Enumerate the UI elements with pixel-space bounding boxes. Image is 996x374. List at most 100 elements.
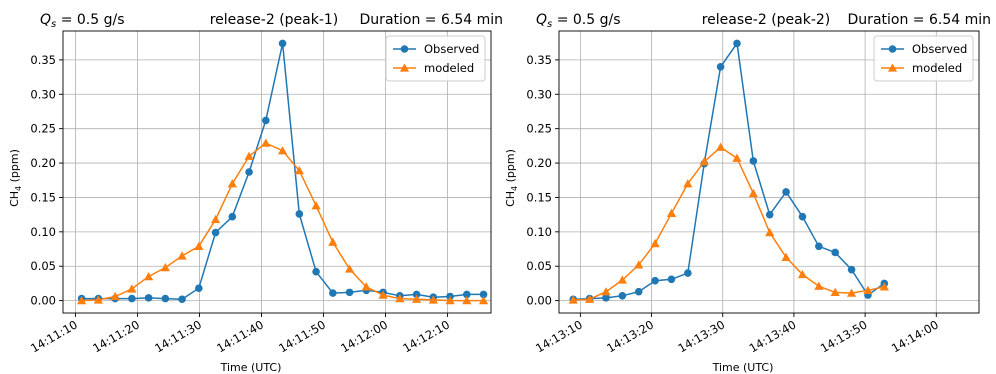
data-point-modeled [194,241,204,250]
data-point-modeled [445,296,455,305]
data-point-modeled [77,296,87,305]
y-tick-label: 0.35 [30,53,56,67]
x-tick-label: 14:12:10 [400,317,452,355]
data-point-modeled [361,282,371,291]
y-tick-label: 0.05 [526,259,552,273]
y-axis-label: CH4 (ppm) [8,149,23,207]
x-axis-label: Time (UTC) [712,361,774,374]
data-point-observed [651,276,659,285]
y-tick-label: 0.25 [526,122,552,136]
y-tick-label: 0.10 [526,225,552,239]
data-point-observed [667,275,676,284]
data-point-modeled [748,188,758,198]
x-tick-label: 14:13:20 [604,317,656,355]
data-point-observed [178,295,186,304]
y-tick-label: 0.05 [30,259,56,273]
y-tick-label: 0.00 [526,294,552,308]
data-point-modeled [797,269,808,279]
data-point-observed [245,168,253,176]
data-point-observed [278,39,287,48]
legend-marker [399,63,410,72]
x-axis-label: Time (UTC) [220,361,282,374]
data-point-observed [749,157,758,165]
data-point-modeled [462,296,472,305]
title-right: Duration = 6.54 min [360,12,503,28]
data-point-modeled [568,295,578,304]
data-point-modeled [585,294,595,303]
data-point-modeled [294,166,304,175]
data-point-observed [798,212,807,221]
data-point-modeled [879,282,889,291]
data-point-observed [463,290,471,299]
series-line-observed [573,41,885,300]
chart-panel-1: 0.00 0.05 0.10 0.15 0.20 0.25 0.30 0.35 14:11:10… [8,12,503,374]
x-tick-label: 14:13:30 [675,317,727,355]
y-tick-label: 0.20 [526,156,552,170]
title-right: Duration = 6.54 min [848,12,991,28]
legend-marker [888,45,897,53]
legend-marker [887,63,898,72]
data-point-observed [329,289,337,297]
data-point-observed [618,292,627,300]
legend-marker [400,45,409,53]
data-point-observed [161,294,170,303]
legend-label: modeled [912,61,962,75]
data-point-observed [479,290,488,299]
data-point-modeled [715,142,726,151]
data-point-modeled [814,281,824,290]
data-point-observed [831,248,840,257]
y-tick-label: 0.15 [30,190,56,204]
data-point-observed [847,265,856,274]
series-line-modeled [573,146,885,301]
legend-label: Observed [912,42,967,56]
x-tick-label: 14:11:50 [276,317,328,355]
legend-box [385,35,486,82]
data-point-modeled [160,263,170,272]
data-point-observed [602,294,610,302]
data-point-observed [733,39,741,48]
data-point-observed [128,294,136,303]
data-point-observed [815,242,823,251]
data-point-observed [144,294,153,302]
title-left: Qs = 0.5 g/s [40,12,125,30]
data-point-modeled [634,260,644,269]
title-left: Qs = 0.5 g/s [536,12,621,30]
y-tick-label: 0.30 [30,87,56,101]
data-point-modeled [395,293,405,303]
data-point-modeled [478,296,489,305]
x-tick-label: 14:13:40 [747,317,799,355]
y-tick-label: 0.25 [30,122,56,136]
plot-frame [62,30,492,314]
data-point-modeled [830,287,840,297]
y-tick-label: 0.10 [30,225,56,239]
data-point-modeled [210,214,221,224]
data-point-modeled [328,237,338,246]
data-point-modeled [732,153,742,162]
data-point-observed [634,287,643,296]
data-point-modeled [244,151,254,160]
data-point-modeled [261,138,271,147]
series-line-modeled [81,142,484,302]
data-point-modeled [378,290,388,299]
data-point-observed [262,116,270,125]
title-center: release-2 (peak-2) [702,12,831,28]
data-point-modeled [699,157,709,166]
x-tick-label: 14:12:00 [338,317,390,355]
data-point-modeled [277,146,288,155]
data-point-modeled [683,179,693,188]
legend-label: Observed [424,42,479,56]
data-point-modeled [428,295,438,304]
data-point-modeled [617,275,627,284]
x-tick-label: 14:13:10 [533,317,585,355]
data-point-modeled [127,284,137,293]
x-tick-label: 14:14:00 [889,317,941,355]
series-line-observed [81,43,484,300]
data-point-modeled [781,252,791,261]
x-tick-label: 14:11:10 [28,317,80,355]
chart-panel-2: 0.00 0.05 0.10 0.15 0.20 0.25 0.30 0.35 14:13:10… [504,12,991,374]
y-tick-label: 0.00 [30,294,56,308]
title-center: release-2 (peak-1) [210,12,339,28]
data-point-observed [716,62,725,71]
plot-frame [558,30,980,314]
